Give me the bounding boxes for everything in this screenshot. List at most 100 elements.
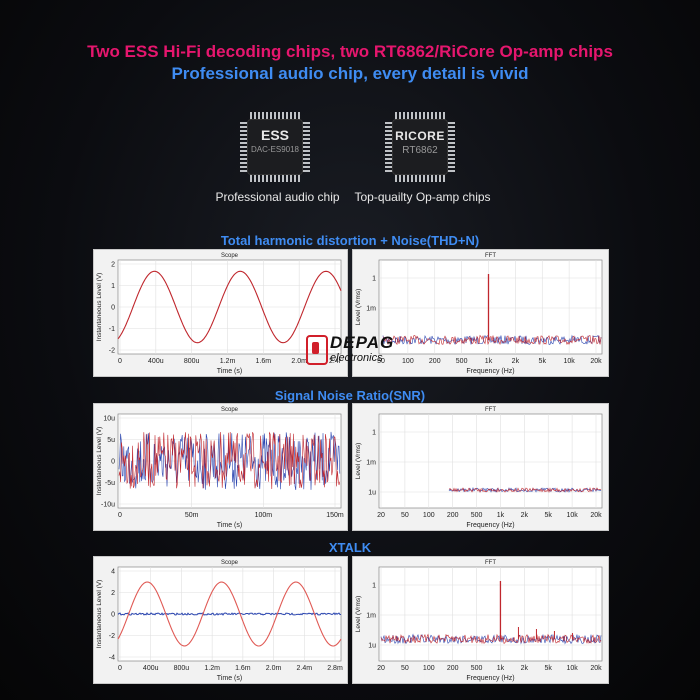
x-tick-label: 50 [401,512,409,519]
ricore-chip-icon: RICORE RT6862 [385,112,455,182]
y-tick-label: -2 [109,348,115,355]
y-tick-label: 1u [368,643,376,650]
y-tick-label: 10u [103,416,115,423]
x-tick-label: 20k [590,358,602,365]
chart-title: FFT [485,407,496,413]
y-tick-label: 2 [111,262,115,269]
x-tick-label: 150m [326,512,344,519]
x-tick-label: 0 [118,512,122,519]
y-axis-label: Instantaneous Level (V) [96,427,103,496]
x-tick-label: 5k [539,358,547,365]
y-axis-label: Level (Vrms) [355,443,362,480]
x-tick-label: 200 [429,358,441,365]
y-tick-label: -1 [109,326,115,333]
y-axis-label: Instantaneous Level (V) [96,273,103,342]
x-tick-label: 500 [471,512,483,519]
fft-panel: FFT Frequency (Hz) Level (Vrms) 1 1m 1u 20 50 10… [352,403,609,531]
y-tick-label: 0 [111,459,115,466]
x-tick-label: 5k [545,512,553,519]
x-tick-label: 200 [447,512,459,519]
y-tick-label: -4 [109,655,115,662]
y-tick-label: 1m [366,613,376,620]
x-tick-label: 1k [497,512,505,519]
chart-title: Scope [221,407,239,413]
chip-mark: ESS [260,127,289,143]
x-tick-label: 20 [377,512,385,519]
x-axis-label: Time (s) [217,368,242,375]
x-tick-label: 10k [566,512,578,519]
x-tick-label: 5k [545,665,553,672]
y-tick-label: 1 [372,276,376,283]
x-tick-label: 50 [401,665,409,672]
chart-title: FFT [485,253,496,259]
fft-chart: FFT Frequency (Hz) Level (Vrms) 1 1m 1u 20 50 10… [355,407,603,529]
y-axis-label: Instantaneous Level (V) [96,580,103,649]
x-tick-label: 0 [118,358,122,365]
x-tick-label: 500 [471,665,483,672]
y-tick-label: 0 [111,612,115,619]
y-tick-label: -10u [101,502,115,509]
ess-chip-icon: ESS DAC-ES9018 [240,112,310,182]
chip-caption: Top-quailty Op-amp chips [354,190,491,204]
chart-title: Scope [221,253,239,259]
chart-title: FFT [485,560,496,566]
depag-logo: DEPAG electronics [306,333,406,373]
x-axis-label: Frequency (Hz) [466,522,514,529]
y-axis-label: Level (Vrms) [355,289,362,326]
headline-secondary: Professional audio chip, every detail is… [171,64,529,83]
y-tick-label: 2 [111,590,115,597]
x-tick-label: 10k [566,665,578,672]
scope-panel: Scope Time (s) Instantaneous Level (V) 2 1 0-… [93,249,348,377]
x-tick-label: 20 [377,665,385,672]
scope-panel: Scope Time (s) Instantaneous Level (V) 4 2 0-… [93,556,348,684]
red-spectrum [448,487,602,493]
x-tick-label: 2.0m [266,665,282,672]
depag-logo-icon [306,335,328,365]
x-tick-label: 800u [174,665,190,672]
x-tick-label: 100 [402,358,414,365]
y-tick-label: 1 [111,283,115,290]
y-tick-label: 1 [372,430,376,437]
x-tick-label: 50 [377,358,385,365]
blue-noise-trace [118,431,341,491]
x-tick-label: 1.2m [204,665,220,672]
y-tick-label: 1 [372,583,376,590]
x-axis-label: Time (s) [217,675,242,682]
x-tick-label: 2k [521,512,529,519]
x-tick-label: 2.4r [329,358,342,365]
x-tick-label: 50m [185,512,199,519]
chip-caption: Professional audio chip [215,190,340,204]
x-tick-label: 20k [590,665,602,672]
headline-primary: Two ESS Hi-Fi decoding chips, two RT6862… [87,42,613,61]
x-tick-label: 2.4m [297,665,313,672]
section-title-snr: Signal Noise Ratio(SNR) [274,388,426,403]
x-tick-label: 100 [423,665,435,672]
x-tick-label: 2.0m [291,358,307,365]
x-tick-label: 400u [143,665,159,672]
x-tick-label: 1k [485,358,493,365]
x-tick-label: 1k [497,665,505,672]
y-tick-label: 1m [366,306,376,313]
chart-title: Scope [221,560,239,566]
x-tick-label: 500 [456,358,468,365]
section-title-thdn: Total harmonic distortion + Noise(THD+N) [220,233,480,248]
x-axis-label: Time (s) [217,522,242,529]
x-tick-label: 400u [148,358,164,365]
x-tick-label: 1.2m [220,358,236,365]
flat-trace [117,612,342,616]
chip-model: DAC-ES9018 [250,145,300,154]
x-tick-label: 2k [512,358,520,365]
red-noise-trace [118,431,341,490]
y-tick-label: 0 [111,305,115,312]
x-tick-label: 1.6m [235,665,251,672]
x-tick-label: 2.8m [327,665,343,672]
y-axis-label: Level (Vrms) [355,596,362,633]
x-tick-label: 200 [447,665,459,672]
x-tick-label: 2k [521,665,529,672]
x-tick-label: 800u [184,358,200,365]
red-spectrum [380,633,602,645]
x-tick-label: 0 [118,665,122,672]
y-tick-label: 5u [107,437,115,444]
